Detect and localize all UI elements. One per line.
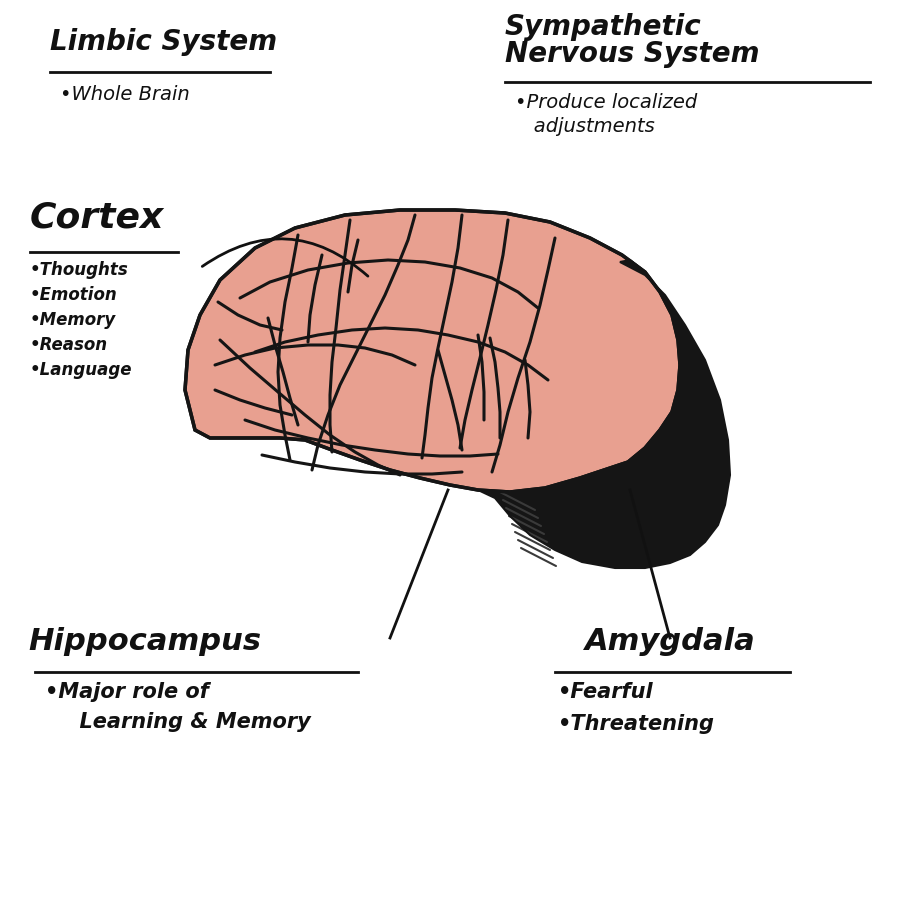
Text: Nervous System: Nervous System [505, 40, 760, 68]
Text: •Whole Brain: •Whole Brain [60, 85, 190, 104]
Polygon shape [185, 210, 680, 492]
Text: •Threatening: •Threatening [558, 714, 715, 734]
Text: adjustments: adjustments [515, 117, 655, 136]
Text: Limbic System: Limbic System [50, 28, 277, 56]
Text: •Reason: •Reason [30, 336, 108, 354]
Text: Sympathetic: Sympathetic [505, 13, 702, 41]
Polygon shape [478, 260, 730, 568]
Text: •Major role of: •Major role of [45, 682, 209, 702]
Text: •Produce localized: •Produce localized [515, 93, 698, 112]
Text: •Thoughts: •Thoughts [30, 261, 129, 279]
Text: Amygdala: Amygdala [585, 627, 755, 656]
Text: •Language: •Language [30, 361, 132, 379]
Text: •Memory: •Memory [30, 311, 116, 329]
Text: Cortex: Cortex [30, 201, 164, 235]
Text: Hippocampus: Hippocampus [29, 627, 262, 656]
Text: •Fearful: •Fearful [558, 682, 653, 702]
Text: •Emotion: •Emotion [30, 286, 118, 304]
Text: Learning & Memory: Learning & Memory [65, 712, 310, 732]
